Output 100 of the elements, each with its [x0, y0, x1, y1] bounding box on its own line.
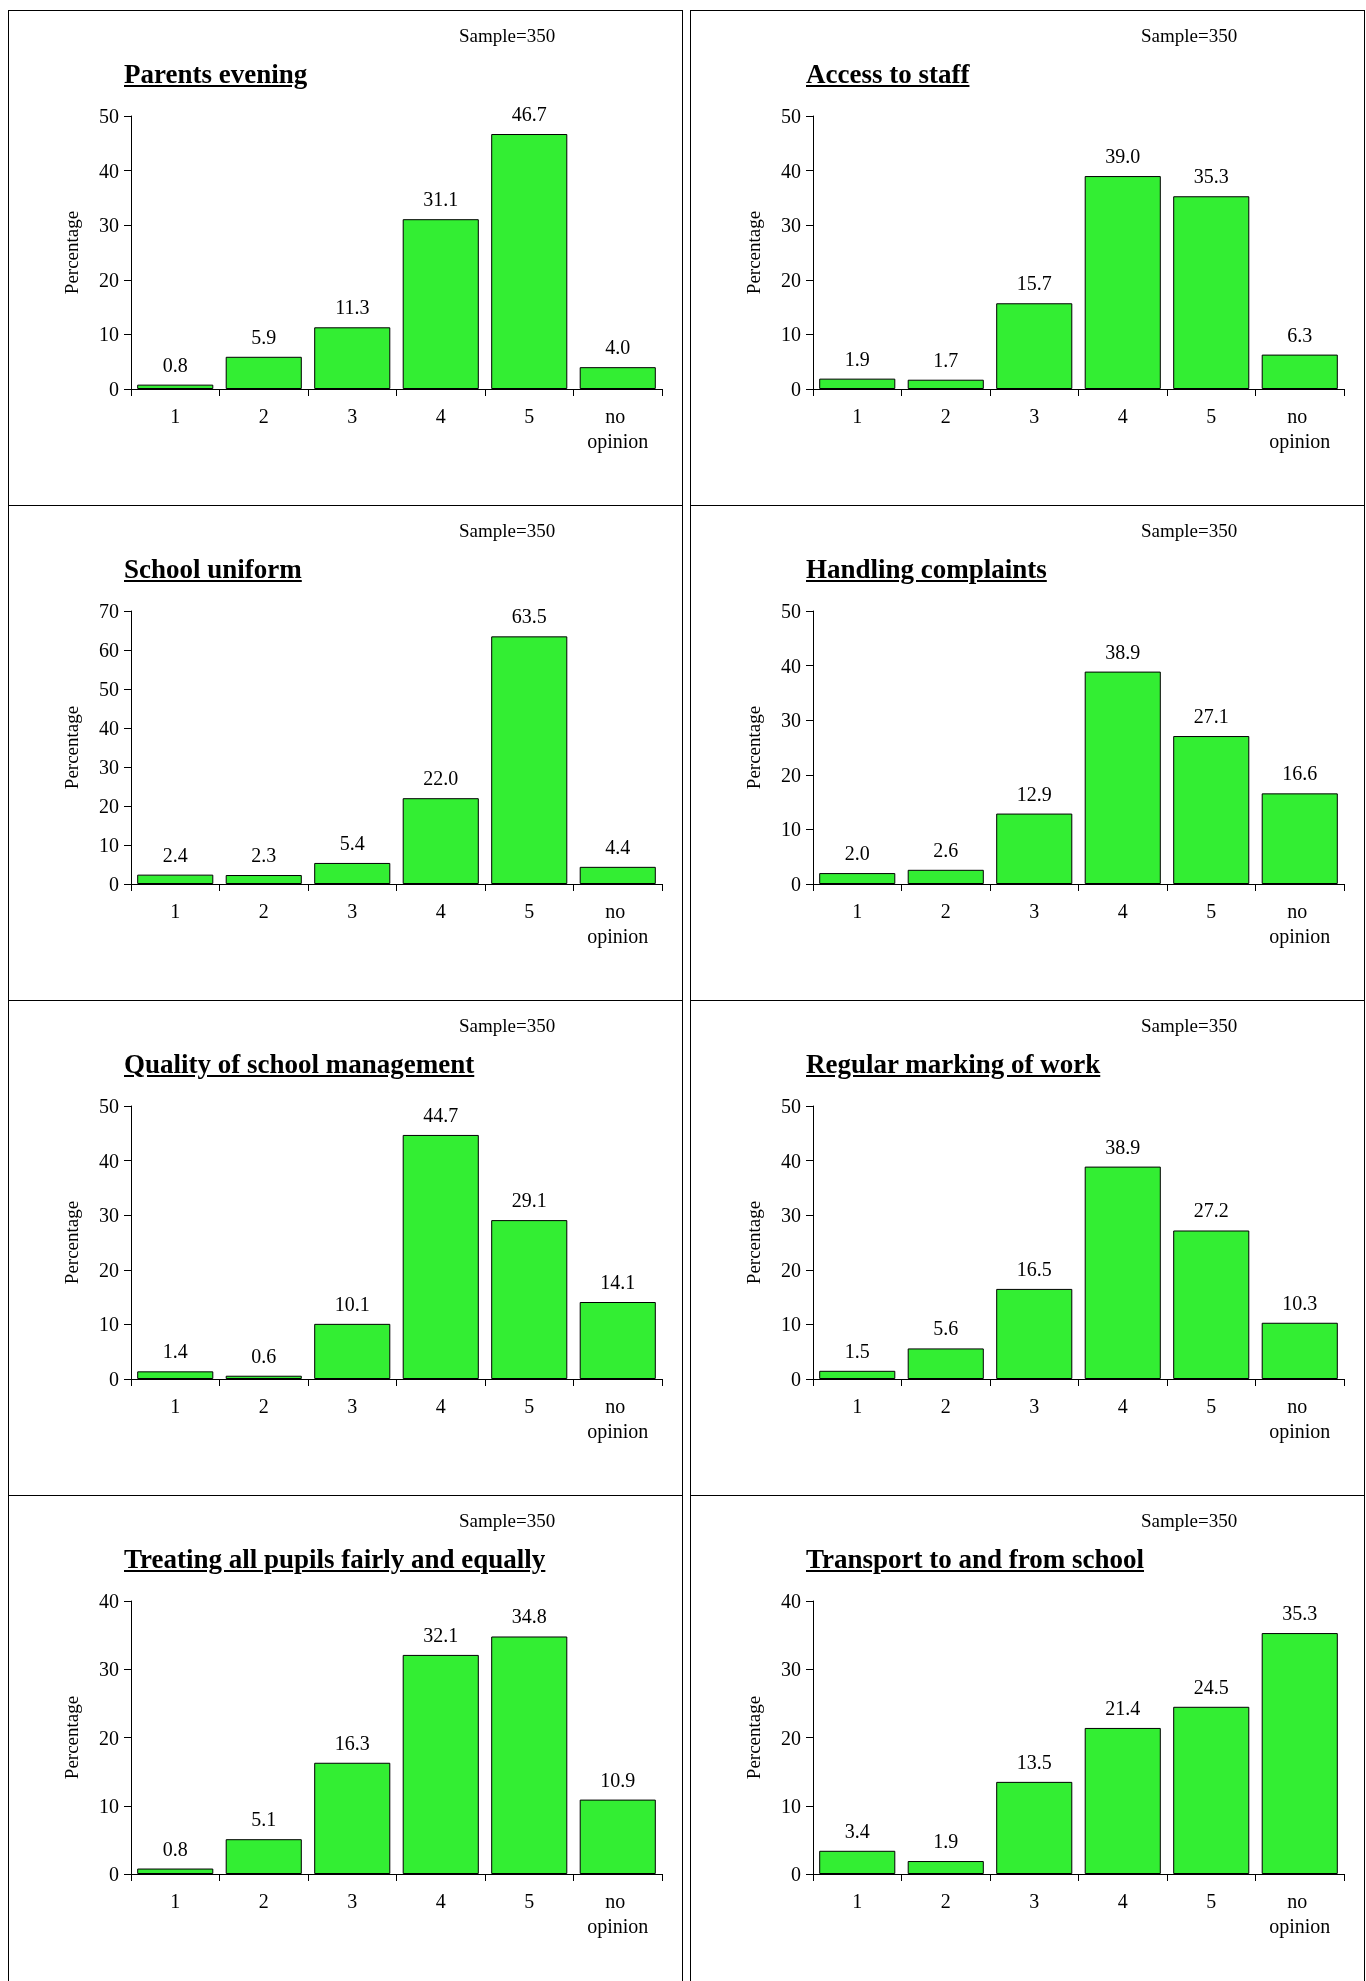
- y-tick-label: 20: [99, 1258, 119, 1281]
- text: Sample=350: [1141, 1015, 1238, 1037]
- x-tick-label: 3: [1029, 1394, 1040, 1417]
- chart-title: Access to staff: [806, 59, 970, 90]
- x-tick-label: 2: [940, 404, 951, 427]
- data-label: 13.5: [1016, 1750, 1052, 1773]
- data-label: 16.6: [1282, 762, 1318, 785]
- x-tick-label: 5: [1206, 404, 1217, 427]
- data-label: 12.9: [1016, 782, 1052, 805]
- y-tick-label: 70: [99, 600, 119, 622]
- chart-title: Transport to and from school: [806, 1544, 1145, 1575]
- y-tick-label: 20: [781, 268, 801, 291]
- chart-title: Handling complaints: [806, 554, 1047, 585]
- data-label: 32.1: [423, 1623, 459, 1646]
- data-label: 0.6: [251, 1344, 277, 1367]
- x-tick-label: 5: [524, 1889, 535, 1912]
- x-tick-label: 5: [524, 404, 535, 427]
- x-tick-label: 2: [258, 1889, 269, 1912]
- x-tick-label: 4: [1117, 1889, 1128, 1912]
- text: Sample=350: [1141, 25, 1238, 47]
- chart-title: Treating all pupils fairly and equally: [124, 1544, 546, 1575]
- data-label: 1.5: [844, 1339, 870, 1362]
- data-label: 46.7: [511, 103, 547, 126]
- data-label: 10.3: [1282, 1291, 1318, 1314]
- x-tick-label: no opinion: [587, 899, 649, 948]
- data-label: 38.9: [1105, 1135, 1141, 1158]
- x-tick-label: 2: [258, 1394, 269, 1417]
- x-tick-label: 1: [170, 899, 181, 922]
- y-tick-label: 0: [791, 1368, 801, 1390]
- x-tick-label: 1: [852, 404, 863, 427]
- data-label: 2.0: [844, 842, 870, 865]
- x-tick-label: 3: [1029, 1889, 1040, 1912]
- x-tick-label: no opinion: [587, 1889, 649, 1938]
- y-tick-label: 40: [99, 1149, 119, 1172]
- y-tick-label: 10: [99, 1794, 119, 1817]
- data-label: 3.4: [844, 1819, 870, 1842]
- x-tick-label: 2: [940, 1394, 951, 1417]
- data-label: 1.9: [844, 347, 870, 370]
- data-label: 16.5: [1016, 1257, 1052, 1280]
- x-tick-label: 1: [852, 899, 863, 922]
- x-tick-label: no opinion: [587, 1394, 649, 1443]
- data-label: 35.3: [1282, 1602, 1318, 1625]
- x-tick-label: 1: [170, 1889, 181, 1912]
- x-tick-label: 3: [347, 899, 358, 922]
- data-label: 5.1: [251, 1808, 277, 1831]
- data-label: 5.4: [339, 831, 365, 854]
- chart-title: Quality of school management: [124, 1049, 475, 1080]
- y-tick-label: 10: [99, 834, 119, 856]
- y-tick-label: 20: [99, 1726, 119, 1749]
- data-label: 24.5: [1193, 1675, 1229, 1698]
- text: Sample=350: [459, 25, 556, 47]
- y-tick-label: 0: [791, 873, 801, 895]
- y-tick-label: 30: [99, 756, 119, 778]
- x-tick-label: no opinion: [1269, 1394, 1331, 1443]
- y-axis-title: Percentage: [61, 210, 82, 295]
- y-tick-label: 0: [109, 1368, 119, 1390]
- x-tick-label: 1: [852, 1394, 863, 1417]
- data-label: 34.8: [511, 1605, 547, 1628]
- x-tick-label: 4: [435, 1394, 446, 1417]
- data-label: 10.9: [600, 1768, 636, 1791]
- y-tick-label: 30: [99, 214, 119, 237]
- x-tick-label: 4: [1117, 1394, 1128, 1417]
- data-label: 1.7: [933, 348, 959, 371]
- y-tick-label: 30: [781, 1658, 801, 1681]
- x-tick-label: 3: [347, 1889, 358, 1912]
- x-tick-label: no opinion: [1269, 404, 1331, 453]
- x-tick-label: 1: [170, 404, 181, 427]
- y-tick-label: 40: [99, 159, 119, 182]
- data-label: 63.5: [511, 605, 547, 628]
- y-tick-label: 0: [109, 873, 119, 895]
- y-tick-label: 10: [781, 1794, 801, 1817]
- data-label: 2.3: [251, 844, 277, 867]
- data-label: 16.3: [334, 1731, 370, 1754]
- x-tick-label: 3: [1029, 404, 1040, 427]
- text: Sample=350: [1141, 1510, 1238, 1532]
- data-label: 10.1: [334, 1292, 370, 1315]
- y-tick-label: 20: [781, 1726, 801, 1749]
- text: Sample=350: [459, 520, 556, 542]
- y-tick-label: 0: [791, 378, 801, 400]
- x-tick-label: 5: [1206, 899, 1217, 922]
- data-label: 35.3: [1193, 165, 1229, 188]
- data-label: 0.8: [162, 1837, 188, 1860]
- x-tick-label: 3: [347, 1394, 358, 1417]
- y-tick-label: 50: [781, 600, 801, 622]
- data-label: 1.9: [933, 1830, 959, 1853]
- x-tick-label: 4: [1117, 404, 1128, 427]
- data-label: 14.1: [600, 1271, 636, 1294]
- data-label: 2.4: [162, 843, 188, 866]
- data-label: 15.7: [1016, 272, 1052, 295]
- data-label: 6.3: [1287, 323, 1313, 346]
- text: Sample=350: [1141, 520, 1238, 542]
- x-tick-label: 2: [258, 899, 269, 922]
- chart-title: Regular marking of work: [806, 1049, 1101, 1080]
- y-tick-label: 30: [781, 709, 801, 732]
- y-tick-label: 50: [781, 105, 801, 127]
- data-label: 31.1: [423, 188, 459, 211]
- y-axis-title: Percentage: [743, 210, 764, 295]
- data-label: 39.0: [1105, 145, 1141, 168]
- y-axis-title: Percentage: [61, 705, 82, 790]
- data-label: 27.1: [1193, 705, 1229, 728]
